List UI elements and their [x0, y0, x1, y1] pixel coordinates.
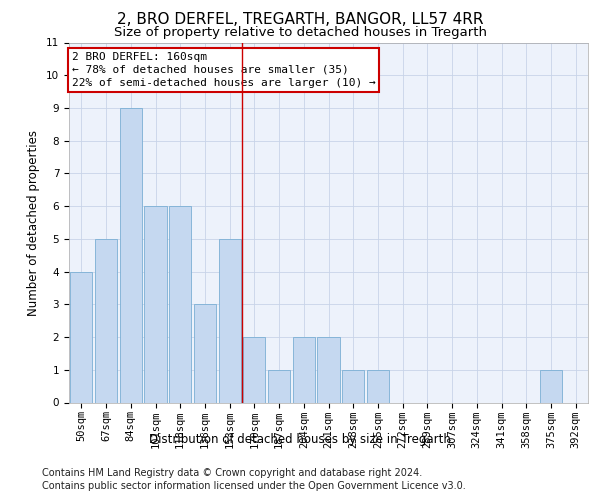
Bar: [194, 304, 216, 402]
Text: 2 BRO DERFEL: 160sqm
← 78% of detached houses are smaller (35)
22% of semi-detac: 2 BRO DERFEL: 160sqm ← 78% of detached h…: [71, 52, 376, 88]
Bar: [243, 337, 265, 402]
Text: Distribution of detached houses by size in Tregarth: Distribution of detached houses by size …: [149, 432, 451, 446]
Bar: [342, 370, 364, 402]
Bar: [293, 337, 315, 402]
Bar: [317, 337, 340, 402]
Y-axis label: Number of detached properties: Number of detached properties: [28, 130, 40, 316]
Bar: [70, 272, 92, 402]
Bar: [145, 206, 167, 402]
Bar: [268, 370, 290, 402]
Bar: [119, 108, 142, 403]
Text: 2, BRO DERFEL, TREGARTH, BANGOR, LL57 4RR: 2, BRO DERFEL, TREGARTH, BANGOR, LL57 4R…: [117, 12, 483, 28]
Text: Contains HM Land Registry data © Crown copyright and database right 2024.: Contains HM Land Registry data © Crown c…: [42, 468, 422, 477]
Bar: [169, 206, 191, 402]
Text: Size of property relative to detached houses in Tregarth: Size of property relative to detached ho…: [113, 26, 487, 39]
Bar: [95, 239, 117, 402]
Text: Contains public sector information licensed under the Open Government Licence v3: Contains public sector information licen…: [42, 481, 466, 491]
Bar: [540, 370, 562, 402]
Bar: [218, 239, 241, 402]
Bar: [367, 370, 389, 402]
